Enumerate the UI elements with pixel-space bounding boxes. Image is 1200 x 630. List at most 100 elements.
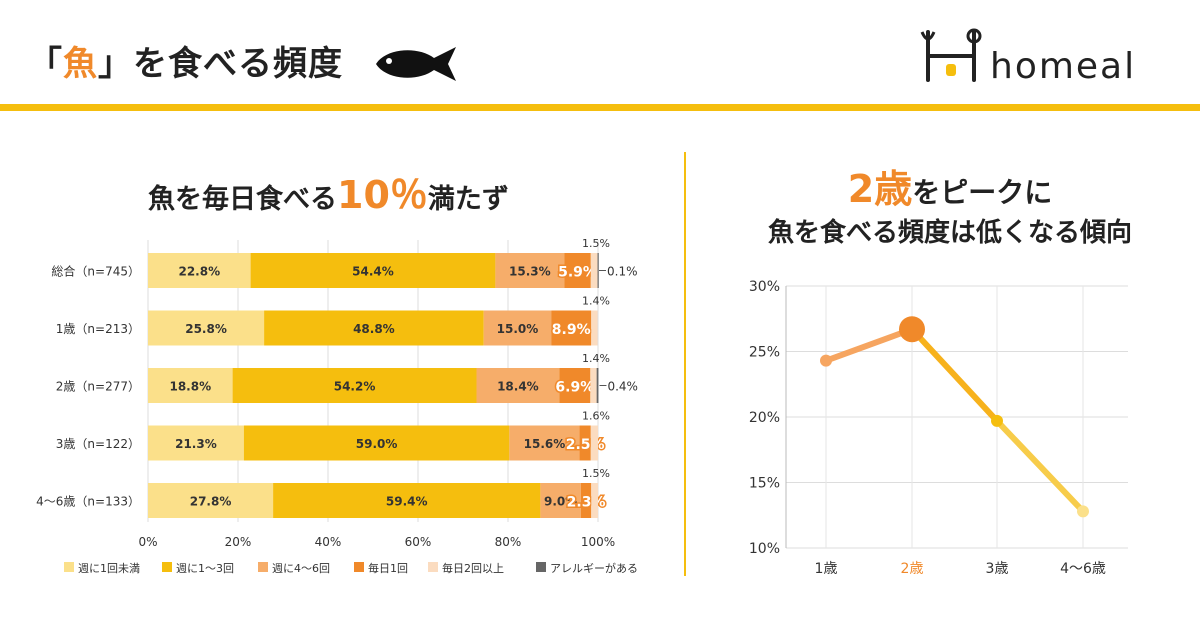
data-point: [899, 316, 925, 343]
y-tick-label: 25%: [749, 345, 780, 361]
bar-segment: [148, 483, 274, 518]
data-label: 48.8%: [353, 322, 395, 336]
data-label: 22.8%: [178, 265, 220, 279]
right-heading-line1: 2歳をピークに: [700, 158, 1200, 213]
data-point: [991, 414, 1003, 427]
series-line-segment: [823, 326, 915, 364]
bar-segment: [596, 368, 599, 403]
data-label: 1.6%: [582, 410, 610, 423]
data-point: [820, 354, 832, 367]
line-chart: 10% 15% 20% 25% 30% 1歳 2歳 3歳 4～6歳: [749, 279, 1128, 577]
left-heading-big: 10％: [337, 173, 428, 217]
bar-segment: [540, 483, 581, 518]
legend-swatch: [536, 562, 546, 572]
data-label: 6.9%: [555, 380, 594, 396]
data-label: 18.8%: [169, 380, 211, 394]
data-point: [1077, 505, 1089, 518]
data-label: 2.3%: [567, 495, 606, 511]
title-rest: を食べる頻度: [133, 44, 343, 84]
bar-segment: [559, 368, 591, 403]
bar-segment: [250, 253, 496, 288]
bar-segment: [232, 368, 477, 403]
legend-label: アレルギーがある: [550, 561, 638, 575]
data-label: 25.8%: [185, 322, 227, 336]
data-label: 5.9%: [558, 265, 597, 281]
category-label: 3歳（n=122）: [56, 437, 140, 451]
bar-segment: [591, 483, 598, 518]
left-heading: 魚を毎日食べる10％満たず: [148, 164, 509, 219]
data-label: 18.4%: [497, 380, 539, 394]
category-label: 総合（n=745）: [51, 264, 140, 279]
data-label: 1.4%: [582, 295, 610, 308]
bar-segment: [148, 425, 244, 461]
bar-segment: [476, 368, 560, 403]
x-tick-label: 60%: [405, 535, 432, 549]
bar-segment: [591, 310, 598, 346]
data-label: 54.2%: [334, 380, 376, 394]
data-label: 15.6%: [524, 437, 566, 451]
x-tick-label: 0%: [138, 535, 157, 549]
bar-segment: [264, 310, 484, 346]
data-label: 59.4%: [386, 495, 428, 509]
bar-segment: [579, 425, 591, 461]
data-label: 1.5%: [582, 467, 610, 480]
page-title: 「魚」を食べる頻度: [28, 36, 343, 85]
bar-segment: [273, 483, 541, 518]
right-heading-line2: 魚を食べる頻度は低くなる傾向: [767, 218, 1132, 248]
homeal-logo-icon: [920, 28, 982, 82]
title-bracket-close: 」: [98, 44, 133, 84]
legend-swatch: [428, 562, 438, 572]
x-tick-label: 3歳: [986, 561, 1009, 577]
x-tick-label: 100%: [581, 535, 615, 549]
bar-segment: [148, 368, 233, 403]
bar-segment: [564, 253, 591, 288]
bar-segment: [148, 253, 251, 288]
bar-segment: [590, 368, 597, 403]
category-label: 1歳（n=213）: [56, 322, 140, 336]
category-label: 4～6歳（n=133）: [36, 495, 140, 509]
bar-segment: [148, 310, 265, 346]
left-heading-post: 満たず: [427, 184, 509, 215]
title-bracket-open: 「: [28, 44, 63, 84]
data-label: 2.5%: [566, 437, 605, 453]
data-label: 54.4%: [352, 265, 394, 279]
bar-segment: [590, 425, 598, 461]
legend-swatch: [258, 562, 268, 572]
data-label: 0.4%: [607, 380, 638, 394]
data-label: 59.0%: [356, 437, 398, 451]
bar-segment: [483, 310, 552, 346]
title-highlight: 魚: [63, 44, 98, 84]
data-label: 21.3%: [175, 437, 217, 451]
legend-label: 毎日1回: [368, 562, 408, 575]
y-tick-label: 10%: [749, 541, 780, 557]
center-divider: [684, 152, 686, 576]
data-label: 0.1%: [607, 265, 638, 279]
legend-label: 週に1～3回: [176, 562, 234, 575]
x-tick-label: 40%: [315, 535, 342, 549]
y-tick-label: 15%: [749, 476, 780, 492]
x-tick-label: 20%: [225, 535, 252, 549]
x-tick-label: 2歳: [901, 561, 924, 577]
right-heading-rest: をピークに: [912, 176, 1053, 209]
x-tick-label: 80%: [495, 535, 522, 549]
bar-segment: [597, 253, 599, 288]
data-label: 9.0%: [544, 495, 577, 509]
right-heading-big: 2歳: [847, 167, 913, 211]
bar-segment: [580, 483, 592, 518]
data-label: 27.8%: [190, 495, 232, 509]
bar-segment: [509, 425, 580, 461]
logo-text: homeal: [990, 46, 1137, 87]
bar-segment: [495, 253, 565, 288]
left-heading-pre: 魚を毎日食べる: [148, 184, 337, 215]
y-tick-label: 20%: [749, 410, 780, 426]
x-tick-label: 1歳: [815, 561, 838, 577]
legend-label: 毎日2回以上: [442, 562, 504, 575]
y-tick-label: 30%: [749, 279, 780, 295]
bar-segment: [590, 253, 598, 288]
legend-swatch: [354, 562, 364, 572]
data-label: 1.4%: [582, 352, 610, 365]
bar-segment: [551, 310, 592, 346]
header-rule: [0, 104, 1200, 111]
category-label: 2歳（n=277）: [56, 380, 140, 394]
legend-swatch: [162, 562, 172, 572]
